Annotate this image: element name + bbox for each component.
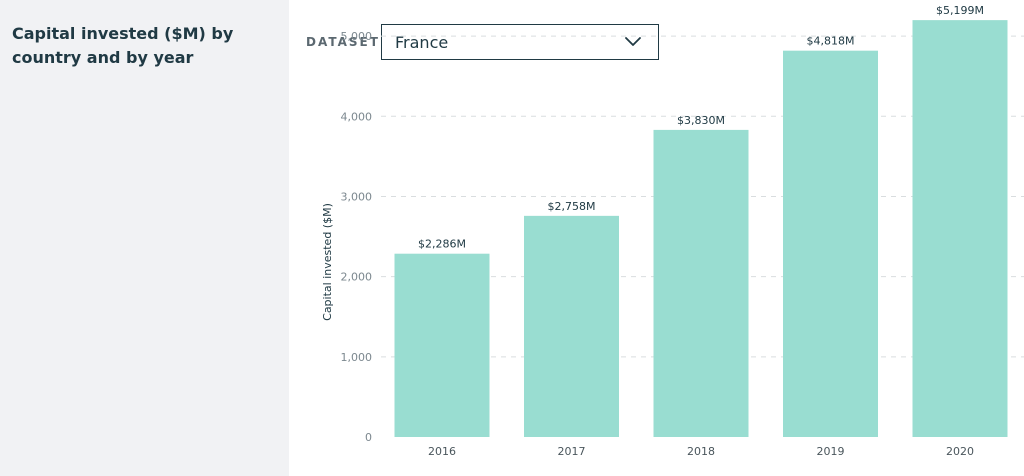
dataset-label: DATASET (306, 35, 380, 49)
data-label: $2,286M (418, 238, 466, 251)
y-tick-label: 4,000 (341, 110, 373, 123)
chevron-down-icon (625, 37, 641, 46)
bar[interactable] (394, 253, 490, 437)
y-axis-ticks: 0 1,000 2,000 3,000 4,000 5,000 (341, 30, 373, 444)
y-tick-label: 1,000 (341, 351, 373, 364)
y-tick-label: 0 (365, 431, 372, 444)
bar[interactable] (524, 215, 619, 437)
x-tick-label: 2018 (687, 445, 715, 458)
x-tick-label: 2016 (428, 445, 456, 458)
y-axis-title: Capital invested ($M) (321, 203, 334, 321)
sidebar: Capital invested ($M) by country and by … (0, 0, 289, 476)
y-tick-label: 2,000 (341, 271, 373, 284)
chart-title: Capital invested ($M) by country and by … (12, 24, 234, 67)
dataset-selected-value: France (395, 33, 449, 52)
data-label: $4,818M (807, 35, 855, 48)
data-labels: $2,286M $2,758M $3,830M $4,818M $5,199M (418, 4, 984, 251)
y-tick-label: 3,000 (341, 190, 373, 203)
bars (394, 20, 1008, 437)
dataset-dropdown[interactable]: France (381, 24, 659, 60)
data-label: $2,758M (548, 200, 596, 213)
x-tick-label: 2020 (946, 445, 974, 458)
data-label: $5,199M (936, 4, 984, 17)
bar-chart: 0 1,000 2,000 3,000 4,000 5,000 $2,286M $2,758… (321, 4, 1024, 458)
y-tick-label: 5,000 (341, 30, 373, 43)
x-tick-label: 2019 (817, 445, 845, 458)
x-tick-label: 2017 (558, 445, 586, 458)
x-axis-ticks: 2016 2017 2018 2019 2020 (428, 445, 974, 458)
bar[interactable] (783, 50, 878, 437)
data-label: $3,830M (677, 114, 725, 127)
bar[interactable] (653, 129, 749, 437)
bar[interactable] (912, 20, 1008, 437)
